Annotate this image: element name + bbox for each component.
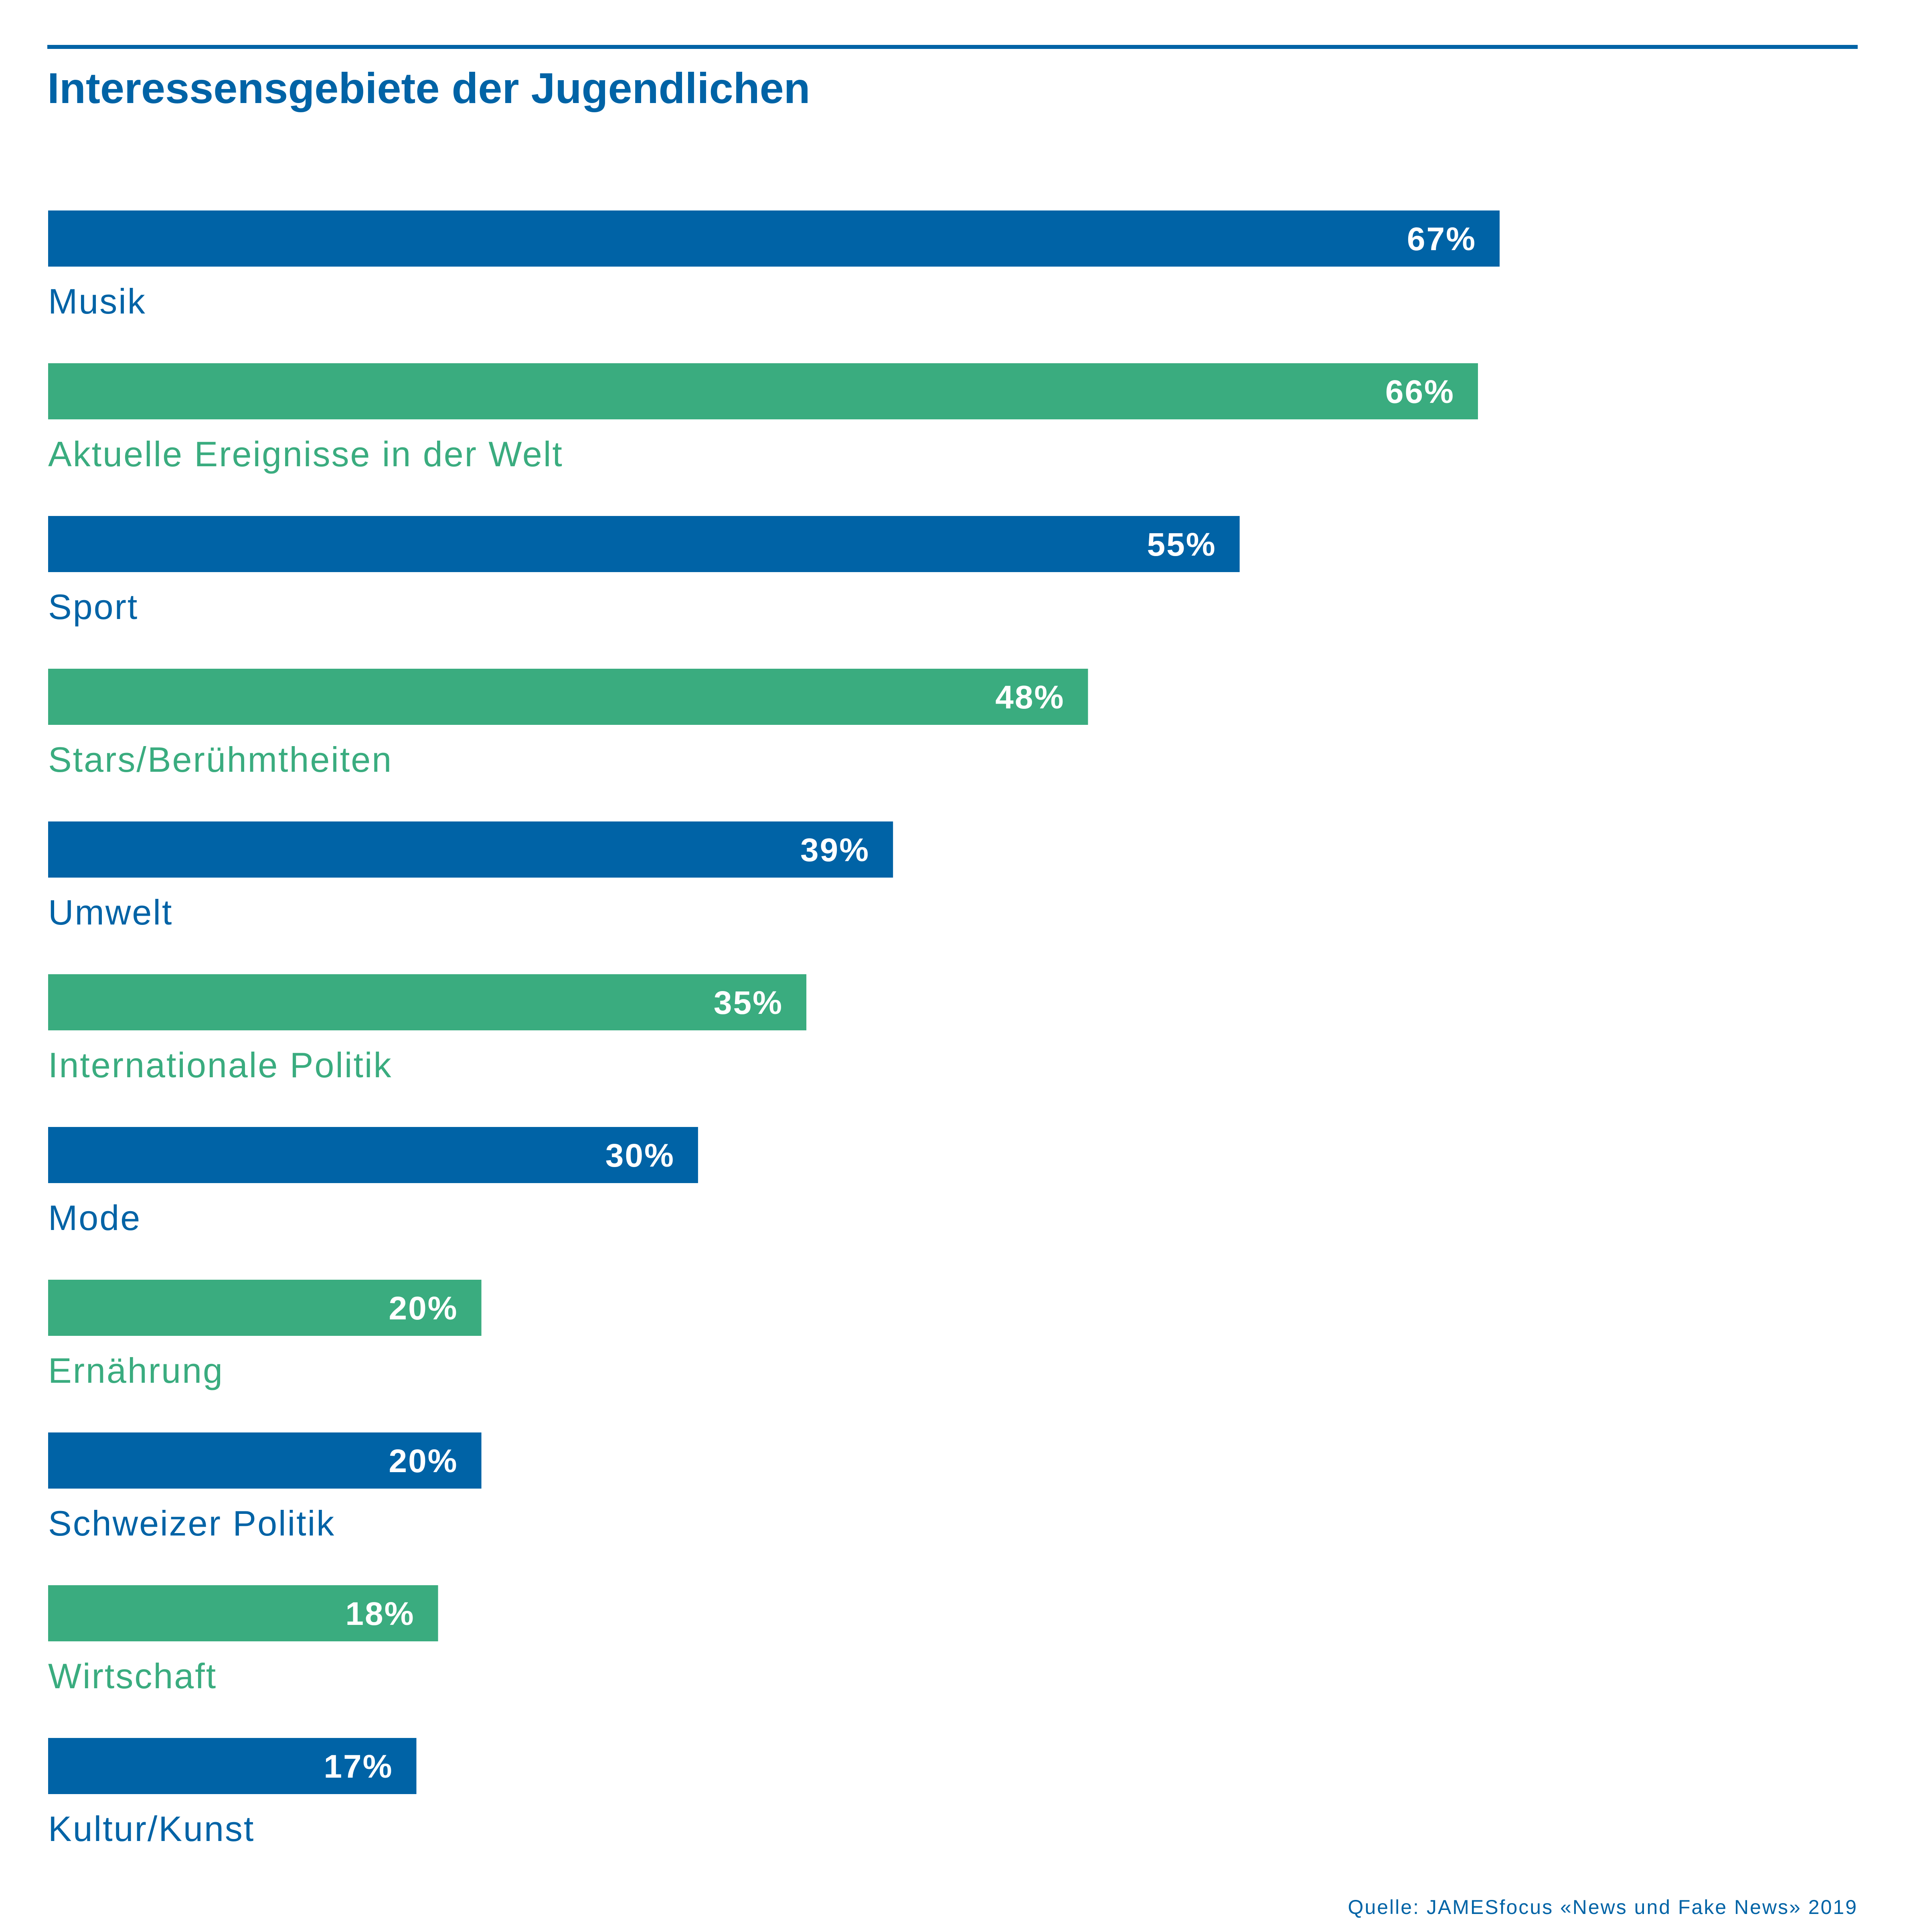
bar-value-label: 48% xyxy=(995,679,1065,716)
bar-value-label: 17% xyxy=(324,1748,393,1785)
bar-value-label: 55% xyxy=(1147,526,1217,563)
bar-8 xyxy=(48,1280,482,1336)
bar-value-label: 35% xyxy=(714,985,783,1021)
bar-3 xyxy=(48,516,1240,572)
category-label: Ernährung xyxy=(48,1351,224,1390)
category-label: Internationale Politik xyxy=(48,1045,392,1085)
bar-1 xyxy=(48,210,1500,267)
bar-9 xyxy=(48,1432,482,1489)
bars-layer: 67% Musik 66% Aktuelle Ereignisse in der We… xyxy=(48,210,1500,1849)
bar-7 xyxy=(48,1127,698,1183)
bar-11 xyxy=(48,1738,417,1794)
bar-value-label: 66% xyxy=(1385,374,1455,410)
top-rule xyxy=(47,45,1858,49)
bar-2 xyxy=(48,363,1478,419)
category-label: Mode xyxy=(48,1198,141,1238)
category-label: Schweizer Politik xyxy=(48,1503,335,1543)
bar-5 xyxy=(48,821,893,878)
bar-4 xyxy=(48,669,1088,725)
bar-value-label: 20% xyxy=(389,1443,458,1479)
category-label: Aktuelle Ereignisse in der Welt xyxy=(48,434,563,474)
chart-title: Interessensgebiete der Jugendlichen xyxy=(47,64,810,112)
bar-value-label: 20% xyxy=(389,1290,458,1327)
bar-value-label: 18% xyxy=(345,1596,415,1632)
category-label: Musik xyxy=(48,281,146,321)
bar-value-label: 67% xyxy=(1407,221,1476,257)
category-label: Sport xyxy=(48,587,138,627)
category-label: Wirtschaft xyxy=(48,1656,217,1696)
category-label: Stars/Berühmtheiten xyxy=(48,740,393,779)
bar-value-label: 30% xyxy=(605,1137,675,1174)
category-label: Umwelt xyxy=(48,892,173,932)
bar-value-label: 39% xyxy=(800,832,870,868)
bar-6 xyxy=(48,974,807,1030)
bar-10 xyxy=(48,1585,438,1641)
category-label: Kultur/Kunst xyxy=(48,1809,255,1849)
source-note: Quelle: JAMESfocus «News und Fake News» … xyxy=(1348,1896,1858,1918)
